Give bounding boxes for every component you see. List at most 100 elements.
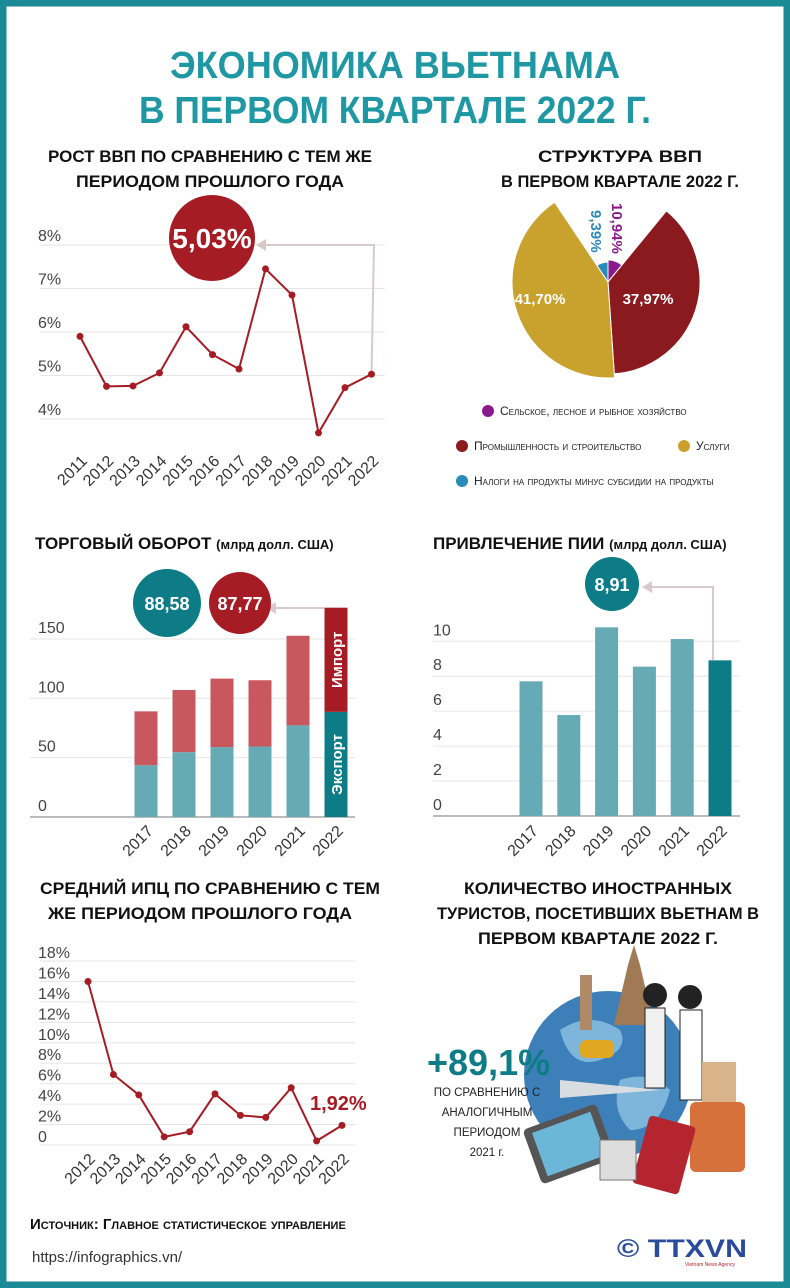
traveler-woman (643, 983, 667, 1007)
tourists-title-line2: ТУРИСТОВ, ПОСЕТИВШИХ ВЬЕТНАМ В (437, 904, 759, 923)
data-point (103, 382, 110, 390)
cpi-highlight-value: 1,92% (310, 1093, 367, 1115)
data-point (156, 369, 163, 377)
tablet-screen (532, 1111, 606, 1177)
legend-dot-agriculture (482, 405, 494, 417)
data-point (338, 1121, 346, 1129)
trade-title-main: ТОРГОВЫЙ ОБОРОТ (35, 534, 212, 553)
y-tick-label: 5% (38, 359, 61, 376)
tourists-note-line4: 2021 г. (470, 1147, 505, 1159)
trade-title-unit: (млрд долл. США) (216, 537, 333, 552)
import-bar (134, 711, 158, 766)
fdi-bar (670, 639, 694, 816)
highlight-bubble (169, 195, 255, 281)
eiffel-tower-icon (614, 945, 654, 1025)
gdp-structure-chart: СТРУКТУРА ВВП В ПЕРВОМ КВАРТАЛЕ 2022 Г. … (456, 147, 739, 488)
fdi-title-unit: (млрд долл. США) (609, 537, 726, 552)
legend-industry: Промышленность и строительство (474, 439, 641, 453)
data-point (288, 291, 296, 299)
arrow-head-icon (266, 602, 276, 614)
tourists-note-line2: АНАЛОГИЧНЫМ (442, 1107, 533, 1119)
export-bar (210, 747, 234, 817)
y-tick-label: 10% (38, 1027, 70, 1044)
pie-title-line1: СТРУКТУРА ВВП (538, 147, 702, 166)
pie-slice (596, 261, 609, 284)
export-label: Экспорт (329, 734, 346, 795)
y-tick-label: 2 (433, 762, 442, 779)
callout-arrow-line (258, 244, 376, 375)
legend-dot-services (678, 440, 690, 452)
y-tick-label: 16% (38, 965, 70, 982)
data-point (236, 1111, 244, 1119)
data-point (262, 265, 269, 273)
pie-slice (511, 201, 616, 379)
legend-services: Услуги (696, 439, 730, 453)
y-tick-label: 6 (433, 692, 442, 709)
fdi-bar (708, 660, 732, 816)
pie-legend: Сельское, лесное и рыбное хозяйство Пром… (456, 404, 730, 488)
suitcase-icon (690, 1102, 745, 1172)
traveler-man-body (679, 1009, 703, 1101)
import-bar (248, 680, 272, 747)
airplane-icon (560, 1080, 660, 1098)
data-point (160, 1133, 168, 1141)
fdi-value: 8,91 (594, 575, 629, 595)
slice-label-taxes: 9,39% (587, 210, 604, 253)
tourists-note-line3: ПЕРИОДОМ (454, 1127, 521, 1139)
traveler-woman-body (644, 1007, 666, 1089)
highlight-value: 5,03% (172, 223, 251, 254)
data-point (84, 977, 92, 985)
source-text: Источник: Главное статистическое управле… (30, 1216, 346, 1233)
fdi-bar (632, 666, 656, 816)
fdi-bar (595, 627, 619, 816)
slice-label-agriculture: 10,94% (608, 203, 625, 254)
y-tick-label: 6% (38, 1068, 61, 1085)
export-bar (324, 711, 348, 817)
data-point (262, 1113, 270, 1121)
import-bar (324, 607, 348, 712)
data-point (186, 1128, 194, 1136)
arrow-head-icon (256, 239, 266, 251)
data-point (129, 382, 137, 390)
y-tick-label: 18% (38, 945, 70, 962)
export-bar (134, 765, 158, 817)
y-tick-label: 4% (38, 1088, 61, 1105)
legend-taxes: Налоги на продукты минус субсидии на про… (474, 474, 714, 488)
y-tick-label: 2% (38, 1109, 61, 1126)
export-bar (286, 725, 310, 817)
y-tick-label: 7% (38, 272, 61, 289)
trade-title: ТОРГОВЫЙ ОБОРОТ (млрд долл. США) (35, 534, 334, 553)
tourists-note-line1: ПО СРАВНЕНИЮ С (434, 1087, 541, 1099)
y-tick-label: 10 (433, 622, 451, 639)
data-point (368, 370, 375, 378)
main-title-line1: ЭКОНОМИКА ВЬЕТНАМА (170, 45, 620, 87)
y-tick-label: 4% (38, 402, 61, 419)
y-tick-label: 0 (38, 1129, 47, 1146)
gdp-title-line1: РОСТ ВВП ПО СРАВНЕНИЮ С ТЕМ ЖЕ (48, 147, 372, 166)
data-point (235, 365, 243, 373)
source-url[interactable]: https://infographics.vn/ (32, 1249, 183, 1266)
data-point (211, 1090, 219, 1098)
calculator-icon (599, 1139, 637, 1181)
pie-title-line2: В ПЕРВОМ КВАРТАЛЕ 2022 Г. (501, 172, 739, 191)
fdi-title: ПРИВЛЕЧЕНИЕ ПИИ (млрд долл. США) (433, 534, 727, 553)
gdp-series-line (79, 267, 372, 436)
data-point (313, 1137, 321, 1145)
trade-chart: ТОРГОВЫЙ ОБОРОТ (млрд долл. США) 0 50 100 1… (30, 534, 355, 860)
pie-slice (607, 210, 701, 375)
y-tick-label: 8% (38, 228, 61, 245)
ttxvn-logo: © TTXVN (617, 1235, 747, 1263)
y-tick-label: 100 (38, 679, 65, 696)
legend-dot-industry (456, 440, 468, 452)
main-title-line2: В ПЕРВОМ КВАРТАЛЕ 2022 Г. (139, 90, 651, 132)
traveler-man (678, 985, 702, 1009)
import-value: 87,77 (217, 594, 262, 614)
y-tick-label: 50 (38, 739, 56, 756)
data-point (182, 323, 190, 331)
legend-agriculture: Сельское, лесное и рыбное хозяйство (500, 404, 687, 418)
y-tick-label: 150 (38, 620, 65, 637)
import-bar (210, 678, 234, 748)
import-label: Импорт (329, 632, 346, 688)
bag-icon (702, 1062, 736, 1102)
